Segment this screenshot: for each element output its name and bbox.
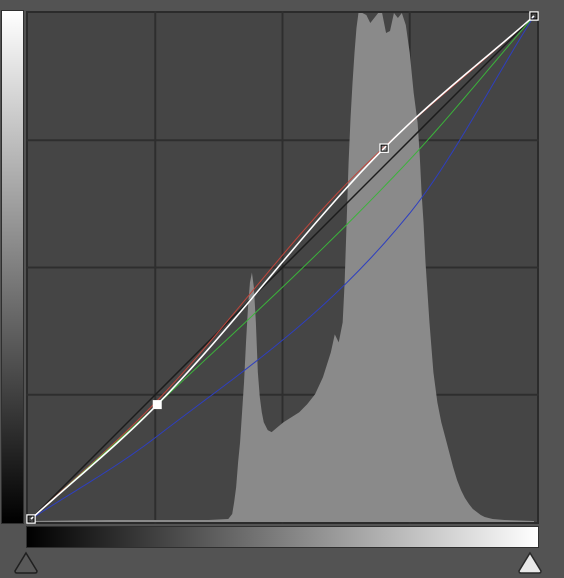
rgb-composite-curve[interactable]: [30, 15, 535, 520]
curve-control-point[interactable]: [529, 11, 539, 21]
curve-control-point-inner: [530, 12, 538, 20]
curve-control-point[interactable]: [152, 400, 162, 410]
curve-control-point[interactable]: [379, 143, 389, 153]
output-gradient-bar: [1, 10, 24, 524]
histogram: [31, 13, 534, 522]
curve-control-point-inner: [27, 515, 35, 523]
black-point-triangle-icon[interactable]: [13, 551, 39, 575]
blue-channel-curve: [30, 15, 535, 520]
curve-control-point-inner: [380, 144, 388, 152]
input-gradient-bar: [26, 526, 539, 548]
white-point-triangle-icon[interactable]: [517, 551, 543, 575]
curves-canvas[interactable]: [26, 11, 539, 524]
curve-control-point[interactable]: [26, 514, 36, 524]
baseline-diagonal: [30, 15, 535, 520]
green-channel-curve: [30, 15, 535, 520]
